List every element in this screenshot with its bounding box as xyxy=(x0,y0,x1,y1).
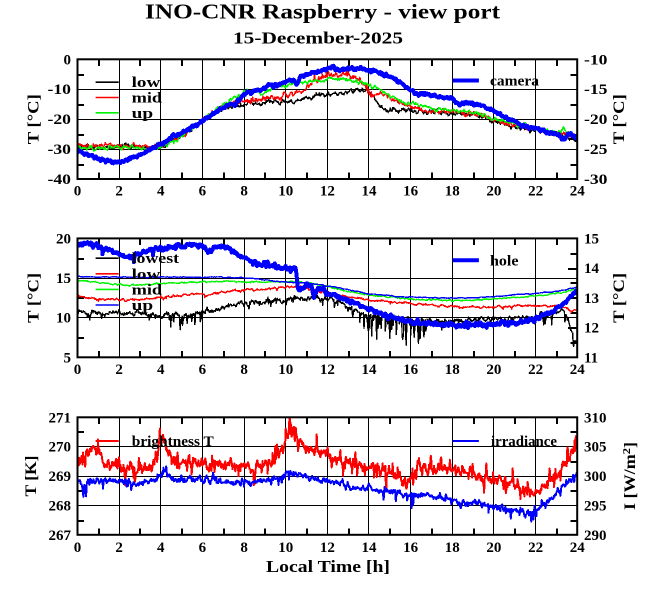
svg-text:290: 290 xyxy=(584,528,607,544)
svg-text:271: 271 xyxy=(49,410,72,426)
svg-text:10: 10 xyxy=(278,184,293,200)
svg-text:lowest: lowest xyxy=(132,251,180,267)
svg-text:11: 11 xyxy=(584,350,598,366)
svg-text:hole: hole xyxy=(490,253,519,269)
svg-text:mid: mid xyxy=(132,282,163,298)
svg-text:15: 15 xyxy=(584,231,599,247)
svg-text:-10: -10 xyxy=(584,52,608,68)
svg-text:12: 12 xyxy=(584,321,599,337)
svg-text:4: 4 xyxy=(157,362,165,378)
svg-text:2: 2 xyxy=(115,184,123,200)
svg-text:22: 22 xyxy=(528,184,543,200)
svg-text:4: 4 xyxy=(157,540,165,556)
svg-text:22: 22 xyxy=(528,540,543,556)
svg-text:13: 13 xyxy=(584,291,599,307)
svg-text:irradiance: irradiance xyxy=(491,434,557,450)
svg-text:18: 18 xyxy=(445,184,460,200)
svg-text:camera: camera xyxy=(490,74,540,90)
svg-text:300: 300 xyxy=(584,469,607,485)
svg-text:310: 310 xyxy=(584,410,607,426)
svg-text:16: 16 xyxy=(403,540,419,556)
svg-text:0: 0 xyxy=(64,52,72,68)
svg-text:-40: -40 xyxy=(48,172,72,188)
svg-text:0: 0 xyxy=(74,540,82,556)
svg-text:4: 4 xyxy=(157,184,165,200)
svg-text:T [°C]: T [°C] xyxy=(26,94,43,144)
svg-text:up: up xyxy=(132,298,154,314)
svg-text:Local Time [h]: Local Time [h] xyxy=(266,557,390,576)
svg-text:8: 8 xyxy=(240,540,248,556)
svg-text:268: 268 xyxy=(49,498,72,514)
svg-text:15: 15 xyxy=(56,271,71,287)
svg-text:24: 24 xyxy=(570,362,586,378)
svg-text:-15: -15 xyxy=(584,82,608,98)
svg-text:T [°C]: T [°C] xyxy=(611,94,628,144)
svg-text:T [°C]: T [°C] xyxy=(26,273,43,323)
svg-text:269: 269 xyxy=(49,469,72,485)
svg-text:267: 267 xyxy=(49,528,72,544)
svg-text:14: 14 xyxy=(584,261,600,277)
svg-text:15-December-2025: 15-December-2025 xyxy=(233,29,403,48)
svg-text:20: 20 xyxy=(486,362,501,378)
svg-text:6: 6 xyxy=(199,540,207,556)
svg-text:8: 8 xyxy=(240,184,248,200)
svg-text:-30: -30 xyxy=(48,142,72,158)
svg-text:16: 16 xyxy=(403,362,419,378)
svg-text:20: 20 xyxy=(486,184,501,200)
svg-text:5: 5 xyxy=(64,350,72,366)
svg-text:14: 14 xyxy=(362,540,378,556)
svg-text:-20: -20 xyxy=(48,112,72,128)
svg-text:305: 305 xyxy=(584,440,607,456)
svg-text:12: 12 xyxy=(320,540,335,556)
svg-text:295: 295 xyxy=(584,498,607,514)
svg-text:T [K]: T [K] xyxy=(23,456,40,497)
svg-text:22: 22 xyxy=(528,362,543,378)
svg-text:6: 6 xyxy=(199,362,207,378)
svg-text:270: 270 xyxy=(49,440,72,456)
svg-text:0: 0 xyxy=(74,184,82,200)
svg-text:12: 12 xyxy=(320,184,335,200)
svg-text:10: 10 xyxy=(278,362,293,378)
svg-text:20: 20 xyxy=(486,540,501,556)
svg-text:2: 2 xyxy=(115,362,123,378)
svg-text:14: 14 xyxy=(362,184,378,200)
svg-text:mid: mid xyxy=(132,91,163,107)
svg-text:0: 0 xyxy=(74,362,82,378)
svg-text:low: low xyxy=(132,267,161,283)
svg-text:10: 10 xyxy=(278,540,293,556)
svg-text:low: low xyxy=(132,75,161,91)
svg-text:14: 14 xyxy=(362,362,378,378)
svg-text:-30: -30 xyxy=(584,172,608,188)
svg-text:2: 2 xyxy=(115,540,123,556)
svg-text:24: 24 xyxy=(570,540,586,556)
svg-text:-10: -10 xyxy=(48,82,72,98)
svg-text:18: 18 xyxy=(445,362,460,378)
svg-text:I [W/m2]: I [W/m2] xyxy=(621,442,639,510)
svg-text:brightness T: brightness T xyxy=(132,434,214,450)
svg-text:24: 24 xyxy=(570,184,586,200)
svg-text:-20: -20 xyxy=(584,112,608,128)
svg-text:up: up xyxy=(132,106,154,122)
svg-text:8: 8 xyxy=(240,362,248,378)
svg-text:20: 20 xyxy=(56,231,71,247)
svg-text:16: 16 xyxy=(403,184,419,200)
svg-text:10: 10 xyxy=(56,311,71,327)
svg-text:T [°C]: T [°C] xyxy=(611,273,628,323)
svg-text:-25: -25 xyxy=(584,142,608,158)
svg-text:INO-CNR Raspberry - view port: INO-CNR Raspberry - view port xyxy=(145,0,500,24)
svg-text:18: 18 xyxy=(445,540,460,556)
svg-text:12: 12 xyxy=(320,362,335,378)
svg-text:6: 6 xyxy=(199,184,207,200)
